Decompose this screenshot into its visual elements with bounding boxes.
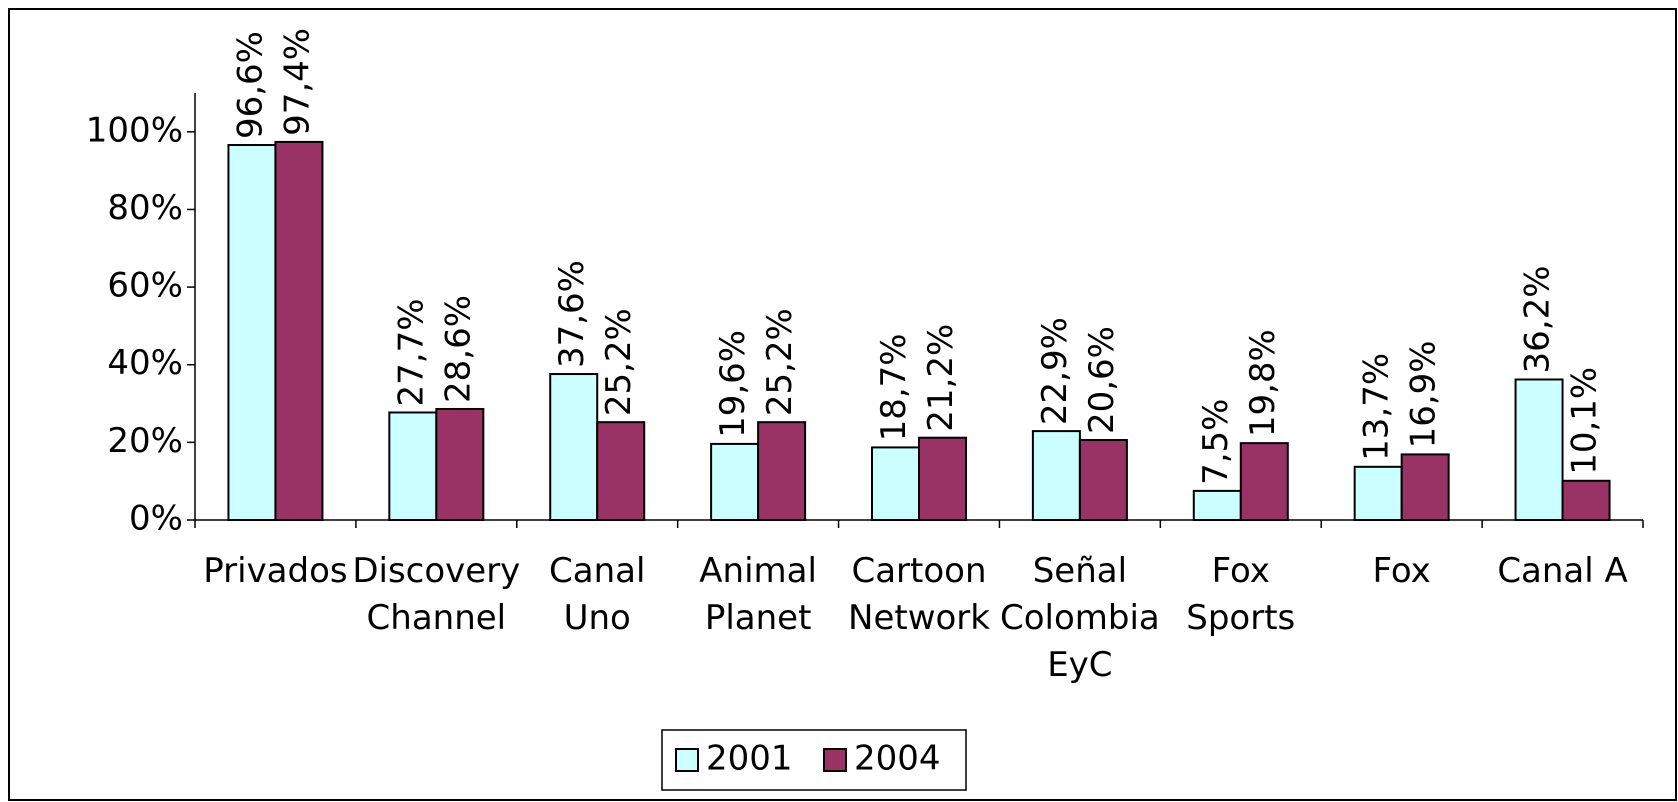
- bar: [1514, 378, 1564, 521]
- x-tick-label: Discovery Channel: [352, 551, 520, 638]
- y-tick-label: 0%: [129, 499, 183, 539]
- value-label: 96,6%: [230, 31, 270, 139]
- value-label: 22,9%: [1035, 317, 1075, 425]
- value-label: 28,6%: [438, 295, 478, 403]
- bar: [1078, 439, 1128, 521]
- value-label: 7,5%: [1196, 398, 1236, 484]
- bar: [918, 436, 967, 521]
- bar: [1561, 479, 1611, 522]
- bar: [1400, 453, 1450, 522]
- x-tick-label: Fox: [1373, 551, 1431, 591]
- x-tick-label: Señal Colombia EyC: [1000, 551, 1160, 685]
- bar: [388, 411, 438, 521]
- x-tick-label: Canal A: [1497, 551, 1627, 591]
- value-label: 19,6%: [713, 330, 753, 438]
- legend-box: [661, 729, 967, 791]
- x-tick-label: Privados: [203, 551, 347, 591]
- bar: [274, 140, 324, 521]
- value-label: 13,7%: [1357, 353, 1397, 461]
- bar: [757, 421, 807, 522]
- value-label: 16,9%: [1404, 340, 1444, 448]
- bar: [1353, 465, 1403, 521]
- y-tick-label: 100%: [86, 110, 183, 150]
- x-tick-label: Fox Sports: [1186, 551, 1295, 638]
- value-label: 18,7%: [874, 333, 914, 441]
- bar: [1239, 442, 1289, 522]
- legend-swatch: [823, 748, 847, 772]
- value-label: 97,4%: [277, 28, 317, 136]
- bar: [1192, 489, 1242, 521]
- y-tick-label: 80%: [107, 188, 183, 228]
- bar: [227, 144, 277, 521]
- value-label: 21,2%: [921, 324, 961, 432]
- value-label: 19,8%: [1243, 329, 1283, 437]
- y-tick-label: 40%: [107, 343, 183, 383]
- legend-label: 2004: [854, 739, 941, 779]
- value-label: 27,7%: [391, 298, 431, 406]
- y-tick-label: 60%: [107, 266, 183, 306]
- x-tick-label: Cartoon Network: [848, 551, 990, 638]
- bar: [435, 407, 485, 522]
- x-tick-label: Canal Uno: [549, 551, 645, 638]
- bar: [710, 442, 760, 521]
- bar: [1031, 430, 1081, 521]
- value-label: 25,2%: [599, 308, 639, 416]
- bar: [549, 373, 599, 521]
- value-label: 25,2%: [760, 308, 800, 416]
- legend-label: 2001: [706, 739, 793, 779]
- y-tick-label: 20%: [107, 421, 183, 461]
- value-label: 10,1%: [1565, 367, 1605, 475]
- value-label: 36,2%: [1518, 265, 1558, 373]
- value-label: 37,6%: [552, 260, 592, 368]
- bar: [871, 446, 920, 521]
- value-label: 20,6%: [1082, 326, 1122, 434]
- legend-swatch: [675, 748, 699, 772]
- x-tick-label: Animal Planet: [699, 551, 817, 638]
- bar: [596, 421, 646, 522]
